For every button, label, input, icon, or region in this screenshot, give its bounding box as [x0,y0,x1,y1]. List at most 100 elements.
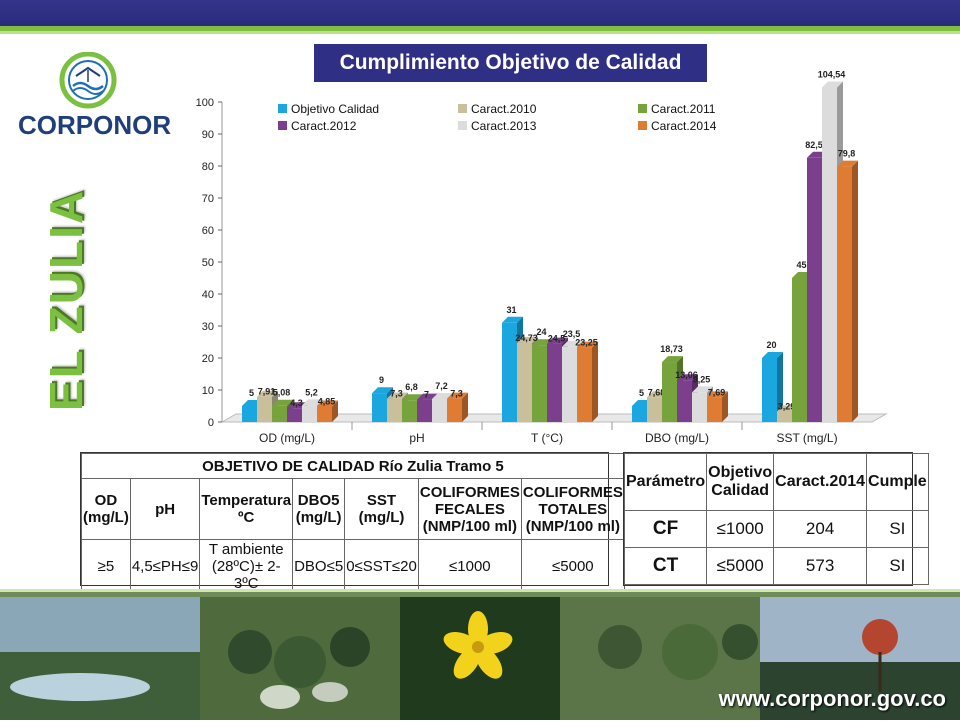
objetivo-header-cell: DBO5 (mg/L) [292,478,346,540]
top-banner [0,0,960,34]
bar-chart: 0 10 20 30 40 50 60 70 80 90 100 5 7,915,084,35,24,8… [196,69,888,445]
data-label: 7,68 [648,387,666,397]
legend-label: Caract.2012 [291,119,357,133]
objetivo-header-cell: SST (mg/L) [344,478,419,540]
bar [677,380,692,422]
bar-top [837,160,858,167]
legend-swatch [458,121,467,130]
data-label: 24 [536,327,546,337]
cumple-cell: SI [866,547,929,585]
legend-label: Caract.2011 [651,102,716,116]
legend-label: Objetivo Calidad [291,102,379,116]
data-label: 24,73 [515,333,538,343]
legend-swatch [638,104,647,113]
bar [317,406,332,422]
bar-top [372,387,393,394]
bar [532,345,547,422]
cumple-cell: 573 [773,547,868,585]
data-label: 20 [766,340,776,350]
y-tick-label: 100 [196,97,214,109]
bar-top [272,399,293,406]
legend-swatch [278,104,287,113]
x-tick-label: pH [409,431,424,445]
cumple-cell: ≤1000 [706,510,775,549]
bar-side [332,400,338,422]
cumple-cell: CF [623,510,708,549]
chart-title: Cumplimiento Objetivo de Calidad [314,44,707,82]
bar [502,322,517,422]
cumple-table-row: CF ≤1000 204 SI [623,510,929,549]
bar-side [722,391,728,422]
objetivo-table-title: OBJETIVO DE CALIDAD Río Zulia Tramo 5 [81,453,625,479]
bar-top [417,393,438,400]
data-label: 82,56 [805,140,828,150]
data-label: 6,8 [405,382,418,392]
y-tick-label: 40 [202,289,214,301]
data-label: 9 [379,375,384,385]
cumple-header-cell: Cumple [866,452,929,512]
objetivo-header-cell: COLIFORMES TOTALES (NMP/100 ml) [520,478,625,540]
data-label: 4,85 [318,396,336,406]
data-label: 7,2 [435,381,448,391]
objetivo-header-cell: pH [129,478,201,540]
bar-top [402,394,423,401]
legend-swatch [638,121,647,130]
bar-top [547,337,568,344]
bar [777,411,792,422]
bar-top [562,340,583,347]
data-label: 9,25 [693,374,711,384]
objetivo-value-cell: 0≤SST≤20 [344,539,419,594]
bar-top [692,386,713,393]
bar [577,347,592,422]
bar-top [387,392,408,399]
data-label: 104,54 [818,69,846,79]
data-label: 24,5 [548,334,566,344]
bar [417,399,432,422]
y-tick-label: 80 [202,161,214,173]
bar-top [317,400,338,407]
data-label: 4,3 [290,398,303,408]
legend-label: Caract.2014 [651,119,717,133]
bar [287,408,302,422]
y-tick-label: 30 [202,321,214,333]
bar-top [577,341,598,348]
bar [647,397,662,422]
bar-top [707,391,728,398]
legend-swatch [278,121,287,130]
x-tick-label: DBO (mg/L) [645,431,709,445]
objetivo-table-value-row: ≥5 4,5≤PH≤9 T ambiente (28ºC)± 2-3ºC DBO≤5 0… [81,539,625,594]
bar [242,406,257,422]
bar-top [432,392,453,399]
bar-top [502,316,523,323]
data-label: 5 [249,388,254,398]
logo-text: CORPONOR [18,110,172,140]
bar [447,398,462,422]
data-label: 18,73 [660,344,683,354]
bar [707,397,722,422]
legend-label: Caract.2013 [471,119,537,133]
data-label: 7,3 [450,389,463,399]
objetivo-table-header-row: OD (mg/L) pH Temperatura ºC DBO5 (mg/L) SST … [81,478,625,540]
data-label: 5,2 [305,387,318,397]
y-tick-label: 50 [202,257,214,269]
bar [372,393,387,422]
bar [272,405,287,422]
bar-top [762,352,783,358]
y-tick-label: 20 [202,353,214,365]
objetivo-value-cell: ≤1000 [417,539,522,594]
bar [547,343,562,422]
bar [662,362,677,422]
bar [302,405,317,422]
bar [807,157,822,423]
data-label: 7,91 [258,387,276,397]
data-label: 79,8 [838,149,856,159]
bar-top [257,390,278,397]
bar [792,278,807,422]
data-label: 23,5 [563,329,581,339]
y-tick-label: 70 [202,193,214,205]
bar-side [462,392,468,422]
bar-top [822,81,843,88]
objetivo-value-cell: DBO≤5 [292,539,346,594]
x-tick-label: T (°C) [531,431,563,445]
bar-top [517,336,538,343]
